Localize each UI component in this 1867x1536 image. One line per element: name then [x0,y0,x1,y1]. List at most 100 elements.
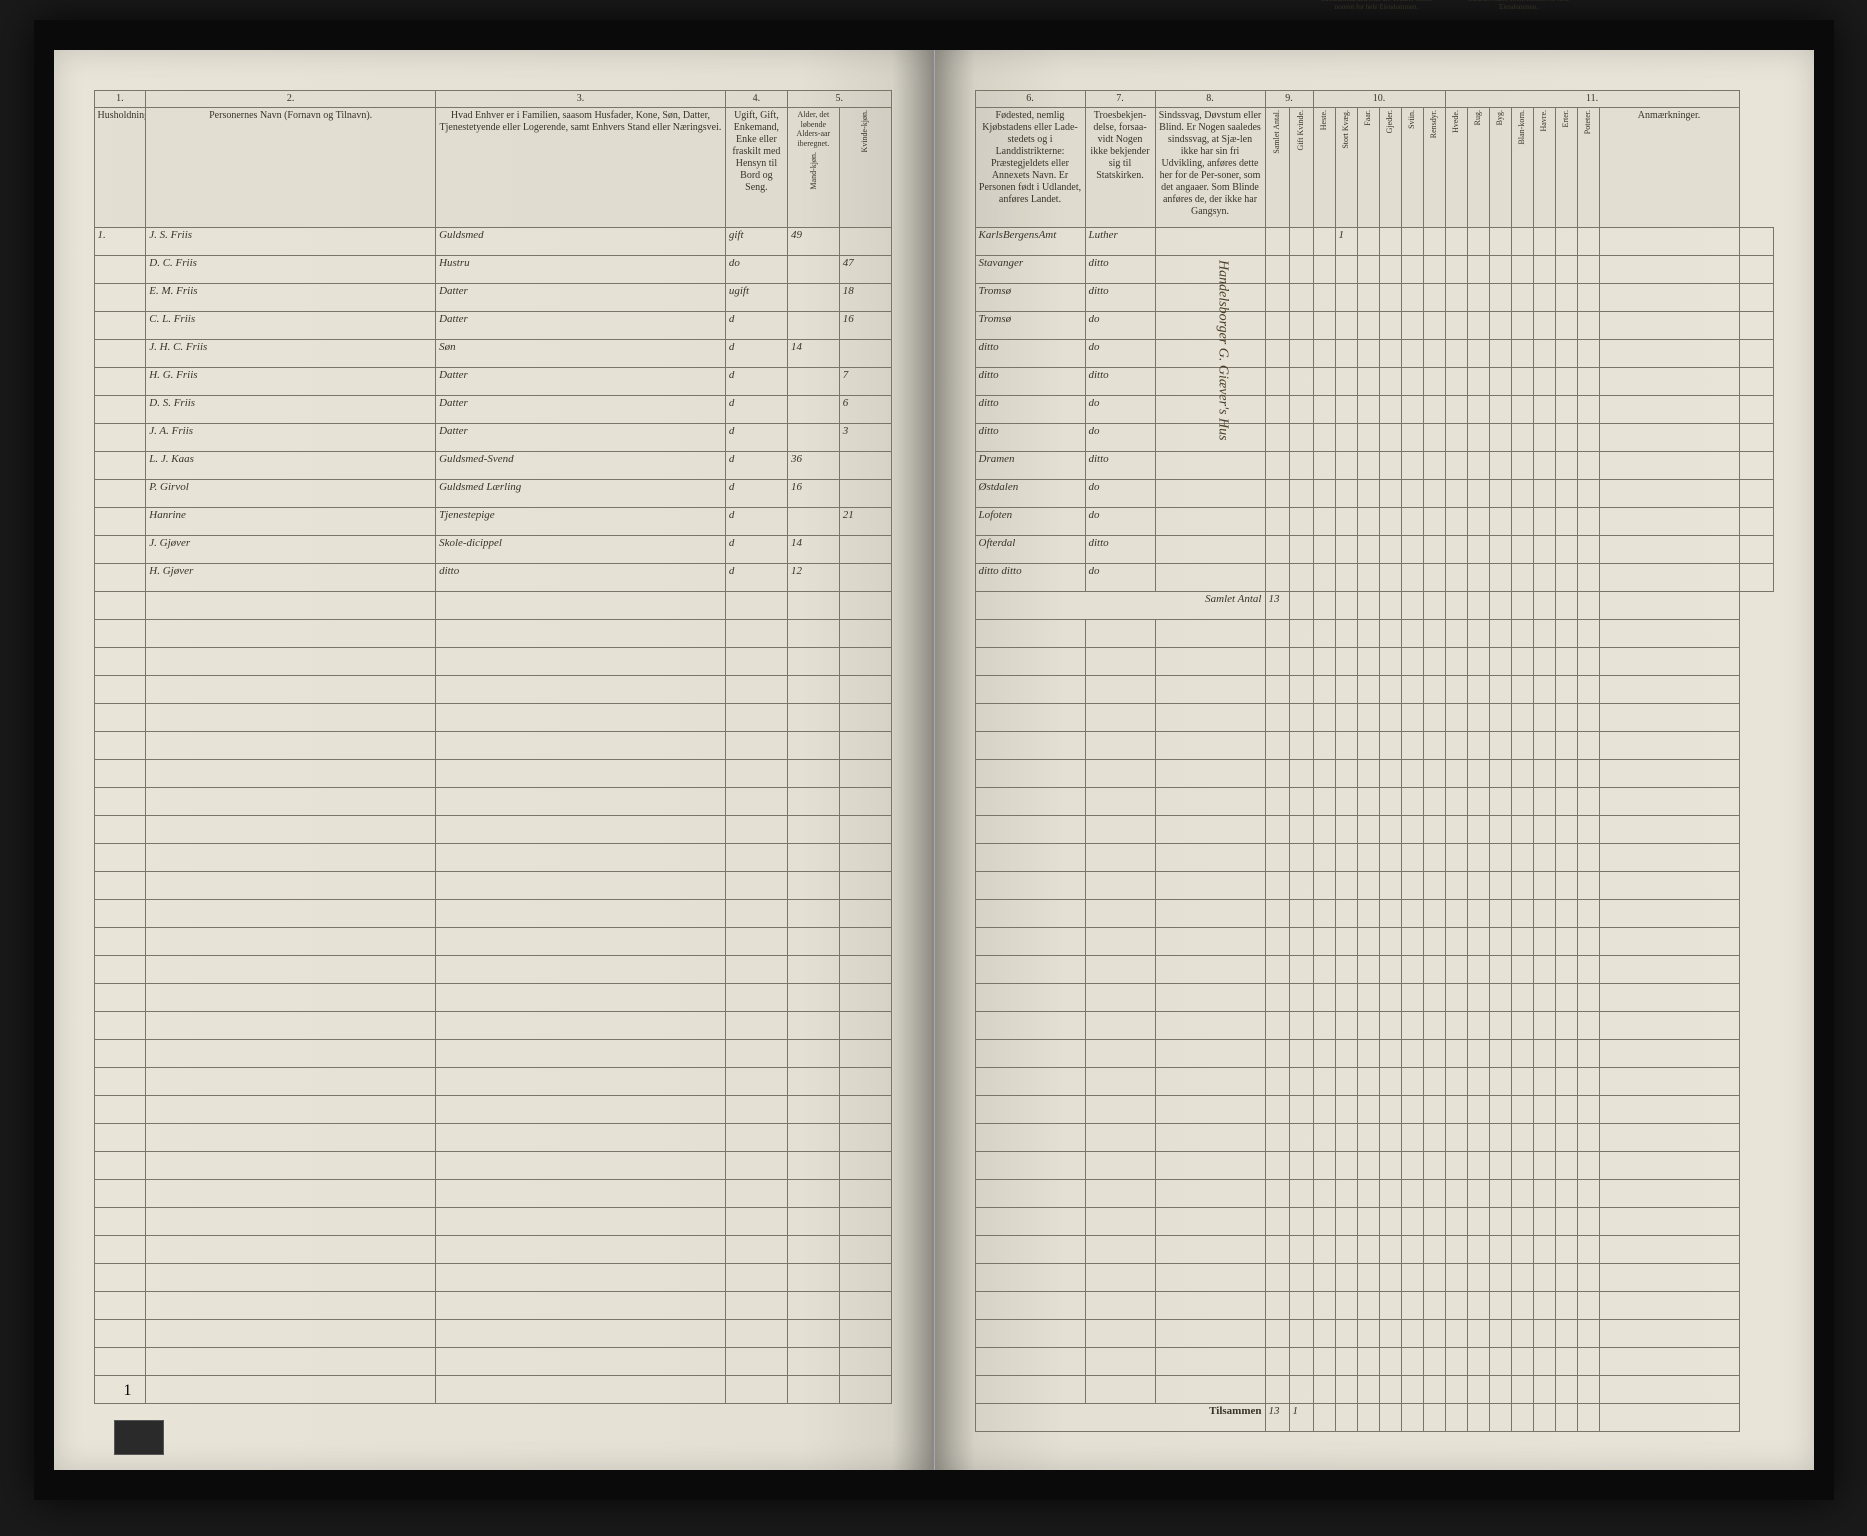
ledger-cell [1467,536,1489,564]
ledger-cell [1401,508,1423,536]
ledger-cell: Guldsmed-Svend [436,452,726,480]
ledger-cell: Hanrine [146,508,436,536]
ledger-cell [1423,256,1445,284]
ledger-cell [1467,228,1489,256]
ledger-cell [787,284,839,312]
ledger-cell [1555,452,1577,480]
ledger-cell [1489,368,1511,396]
ledger-cell: ditto [975,396,1085,424]
ledger-cell [1357,340,1379,368]
col-number: 1. [94,91,146,108]
ledger-cell [1265,228,1289,256]
ledger-cell: D. S. Friis [146,396,436,424]
ledger-cell [1533,228,1555,256]
ledger-cell [1335,312,1357,340]
ledger-cell [1423,284,1445,312]
column-header: Blan-korn. [1511,108,1533,228]
ledger-cell [1289,312,1313,340]
ledger-cell [1445,564,1467,592]
ledger-cell [1289,340,1313,368]
ledger-cell [1155,508,1265,536]
ledger-cell: ditto [1085,452,1155,480]
ledger-cell: H. G. Friis [146,368,436,396]
empty-row [975,928,1773,956]
ledger-cell [1599,228,1739,256]
ledger-row: dittodo [975,424,1773,452]
ledger-cell [1335,368,1357,396]
ledger-cell [1467,424,1489,452]
ledger-cell [1739,256,1773,284]
ledger-cell [1599,508,1739,536]
ledger-cell: E. M. Friis [146,284,436,312]
ledger-cell [1533,368,1555,396]
ledger-cell [1335,256,1357,284]
ledger-cell: Guldsmed [436,228,726,256]
empty-row [975,760,1773,788]
ledger-cell [787,396,839,424]
ledger-cell [1511,340,1533,368]
ledger-cell [1401,228,1423,256]
column-header: Personernes Navn (Fornavn og Tilnavn). [146,108,436,228]
ledger-cell [1401,536,1423,564]
ledger-cell [1555,340,1577,368]
ledger-row: D. C. FriisHustrudo47 [94,256,891,284]
ledger-cell: J. H. C. Friis [146,340,436,368]
empty-row [975,1040,1773,1068]
ledger-cell [1401,452,1423,480]
ledger-cell [1533,452,1555,480]
ledger-cell [1265,368,1289,396]
ledger-cell [1533,396,1555,424]
ledger-cell [1533,480,1555,508]
ledger-cell [1489,284,1511,312]
empty-row [975,1236,1773,1264]
ledger-cell: Tromsø [975,284,1085,312]
ledger-cell [1155,340,1265,368]
empty-row [94,676,891,704]
ledger-cell [1313,508,1335,536]
col-number: 10. [1313,91,1445,108]
ledger-cell [94,368,146,396]
ledger-cell [1379,536,1401,564]
ledger-cell [1555,368,1577,396]
ledger-cell [1313,312,1335,340]
ledger-cell [1423,564,1445,592]
ledger-cell [1357,396,1379,424]
ledger-cell [1445,396,1467,424]
ledger-cell [1335,340,1357,368]
empty-row [975,648,1773,676]
ledger-cell [1445,228,1467,256]
ledger-row: Stavangerditto [975,256,1773,284]
ledger-row: H. G. FriisDatterd7 [94,368,891,396]
ledger-cell [1155,228,1265,256]
ledger-cell: 16 [839,312,891,340]
ledger-cell [1739,424,1773,452]
ledger-cell [1335,284,1357,312]
ledger-cell: 16 [787,480,839,508]
ledger-cell [1357,284,1379,312]
ledger-cell [1555,536,1577,564]
ledger-cell [1289,508,1313,536]
ledger-cell [1489,536,1511,564]
ledger-cell [1357,452,1379,480]
ledger-cell [1739,396,1773,424]
empty-row [975,788,1773,816]
ledger-row: KarlsBergensAmtLuther1 [975,228,1773,256]
ledger-cell [1357,536,1379,564]
ledger-cell: Datter [436,312,726,340]
ledger-cell [1423,228,1445,256]
ledger-cell [1599,480,1739,508]
column-header: Hvad Enhver er i Familien, saasom Husfad… [436,108,726,228]
ledger-cell [1335,452,1357,480]
ledger-cell [1467,508,1489,536]
ledger-cell: L. J. Kaas [146,452,436,480]
ledger-cell: do [1085,340,1155,368]
ledger-cell [1599,564,1739,592]
ledger-cell [1511,396,1533,424]
ledger-cell: ditto ditto [975,564,1085,592]
right-page: Handelsborger G. Giæver's Hus 6.7.8.9.10… [934,50,1814,1470]
empty-row [94,900,891,928]
ledger-cell [1739,480,1773,508]
col-number: 7. [1085,91,1155,108]
empty-row [975,900,1773,928]
ledger-row: J. A. FriisDatterd3 [94,424,891,452]
